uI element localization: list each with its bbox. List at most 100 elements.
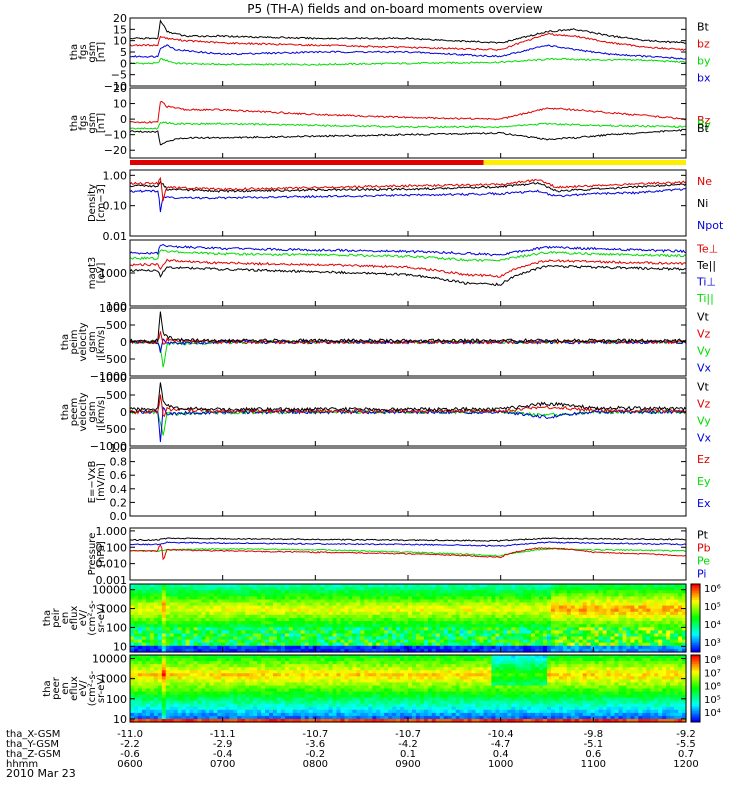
spectrogram-cell	[376, 636, 381, 641]
spectrogram-cell	[284, 667, 290, 671]
spectrogram-cell	[499, 587, 504, 591]
spectrogram-cell	[372, 682, 377, 686]
spectrogram-cell	[515, 621, 520, 625]
spectrogram-cell	[650, 658, 655, 662]
spectrogram-cell	[483, 658, 489, 662]
spectrogram-cell	[249, 587, 254, 591]
spectrogram-cell	[630, 670, 635, 674]
spectrogram-cell	[515, 605, 520, 610]
spectrogram-cell	[515, 590, 520, 594]
spectrogram-cell	[674, 611, 679, 616]
spectrogram-cell	[336, 636, 342, 641]
spectrogram-cell	[606, 658, 612, 662]
spectrogram-cell	[674, 630, 679, 635]
spectrogram-cell	[415, 621, 421, 625]
spectrogram-cell	[245, 608, 250, 613]
spectrogram-cell	[614, 618, 620, 622]
legend-entry: Ni	[697, 197, 708, 210]
spectrogram-cell	[197, 593, 203, 597]
colorbar-segment	[691, 642, 700, 646]
spectrogram-cell	[177, 627, 183, 631]
spectrogram-cell	[650, 587, 655, 591]
spectrogram-cell	[626, 664, 631, 668]
spectrogram-cell	[475, 682, 481, 686]
spectrogram-cell	[670, 608, 675, 613]
spectrogram-cell	[185, 661, 191, 665]
spectrogram-cell	[642, 667, 647, 671]
spectrogram-cell	[157, 630, 163, 635]
spectrogram-cell	[300, 608, 306, 613]
spectrogram-cell	[475, 587, 481, 591]
spectrogram-cell	[598, 676, 604, 680]
y-axis-label: [km/s]	[96, 326, 107, 358]
spectrogram-cell	[360, 667, 365, 671]
spectrogram-cell	[412, 599, 417, 604]
spectrogram-cell	[483, 627, 489, 631]
spectrogram-cell	[582, 624, 588, 628]
spectrogram-cell	[380, 655, 385, 659]
series-line-red	[129, 544, 687, 561]
spectrogram-cell	[678, 682, 683, 686]
spectrogram-cell	[586, 624, 592, 628]
spectrogram-cell	[527, 633, 532, 638]
spectrogram-cell	[415, 584, 421, 588]
spectrogram-cell	[261, 664, 266, 668]
spectrogram-cell	[431, 673, 437, 677]
spectrogram-cell	[269, 584, 274, 588]
spectrogram-cell	[654, 673, 659, 677]
spectrogram-cell	[412, 611, 417, 616]
spectrogram-cell	[408, 685, 413, 690]
spectrogram-cell	[543, 608, 548, 613]
spectrogram-cell	[408, 648, 413, 653]
spectrogram-cell	[602, 605, 608, 610]
spectrogram-cell	[288, 608, 294, 613]
spectrogram-cell	[487, 685, 492, 690]
spectrogram-cell	[332, 642, 338, 647]
spectrogram-cell	[499, 673, 504, 677]
spectrogram-cell	[471, 618, 477, 622]
spectrogram-cell	[642, 587, 647, 591]
spectrogram-cell	[650, 614, 655, 619]
spectrogram-cell	[471, 596, 477, 601]
spectrogram-cell	[296, 661, 302, 665]
colorbar-segment	[691, 606, 700, 610]
spectrogram-cell	[443, 590, 449, 594]
spectrogram-cell	[376, 664, 381, 668]
spectrogram-cell	[539, 661, 544, 665]
spectrogram-cell	[610, 676, 616, 680]
spectrogram-cell	[408, 664, 413, 668]
spectrogram-cell	[396, 642, 401, 647]
spectrogram-cell	[396, 587, 401, 591]
spectrogram-cell	[439, 596, 445, 601]
spectrogram-cell	[336, 670, 342, 674]
spectrogram-cell	[269, 630, 274, 635]
spectrogram-cell	[503, 679, 508, 683]
spectrogram-cell	[221, 655, 226, 659]
spectrogram-cell	[570, 584, 576, 588]
spectrogram-cell	[554, 645, 560, 650]
spectrogram-cell	[523, 679, 528, 683]
spectrogram-cell	[618, 614, 624, 619]
spectrogram-cell	[169, 618, 175, 622]
spectrogram-cell	[288, 587, 294, 591]
spectrogram-cell	[654, 627, 659, 631]
spectrogram-cell	[606, 599, 612, 604]
spectrogram-cell	[157, 633, 163, 638]
spectrogram-cell	[288, 627, 294, 631]
spectrogram-cell	[384, 642, 389, 647]
spectrogram-cell	[630, 593, 635, 597]
spectrogram-cell	[177, 685, 183, 690]
spectrogram-cell	[558, 679, 564, 683]
spectrogram-cell	[316, 642, 322, 647]
spectrogram-cell	[507, 627, 512, 631]
spectrogram-cell	[507, 667, 512, 671]
spectrogram-cell	[614, 599, 620, 604]
spectrogram-cell	[253, 602, 258, 607]
spectrogram-cell	[646, 611, 651, 616]
spectrogram-cell	[455, 673, 461, 677]
spectrogram-cell	[300, 673, 306, 677]
spectrogram-cell	[320, 636, 326, 641]
spectrogram-cell	[233, 587, 238, 591]
spectrogram-cell	[312, 627, 318, 631]
